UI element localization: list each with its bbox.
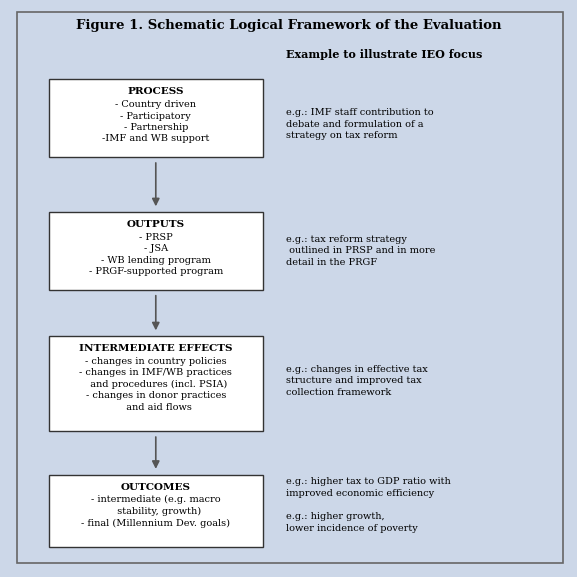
Text: e.g.: higher tax to GDP ratio with
improved economic efficiency

e.g.: higher gr: e.g.: higher tax to GDP ratio with impro… [286,477,451,533]
Text: - changes in country policies
- changes in IMF/WB practices
  and procedures (in: - changes in country policies - changes … [80,357,232,412]
Bar [49,79,263,157]
Text: - PRSP
- JSA
- WB lending program
- PRGF-supported program: - PRSP - JSA - WB lending program - PRGF… [89,233,223,276]
Text: e.g.: IMF staff contribution to
debate and formulation of a
strategy on tax refo: e.g.: IMF staff contribution to debate a… [286,108,433,140]
Text: Example to illustrate IEO focus: Example to illustrate IEO focus [286,49,482,60]
Text: Figure 1. Schematic Logical Framework of the Evaluation: Figure 1. Schematic Logical Framework of… [76,19,501,32]
Text: e.g.: tax reform strategy
 outlined in PRSP and in more
detail in the PRGF: e.g.: tax reform strategy outlined in PR… [286,235,435,267]
Text: e.g.: changes in effective tax
structure and improved tax
collection framework: e.g.: changes in effective tax structure… [286,365,428,397]
Text: - intermediate (e.g. macro
  stability, growth)
- final (Millennium Dev. goals): - intermediate (e.g. macro stability, gr… [81,495,230,528]
Text: PROCESS: PROCESS [128,88,184,96]
Bar [49,212,263,290]
Text: OUTPUTS: OUTPUTS [127,220,185,229]
Text: - Country driven
- Participatory
- Partnership
-IMF and WB support: - Country driven - Participatory - Partn… [102,100,209,144]
Bar [49,474,263,547]
Bar [49,336,263,432]
Text: OUTCOMES: OUTCOMES [121,482,191,492]
Text: INTERMEDIATE EFFECTS: INTERMEDIATE EFFECTS [79,344,233,353]
